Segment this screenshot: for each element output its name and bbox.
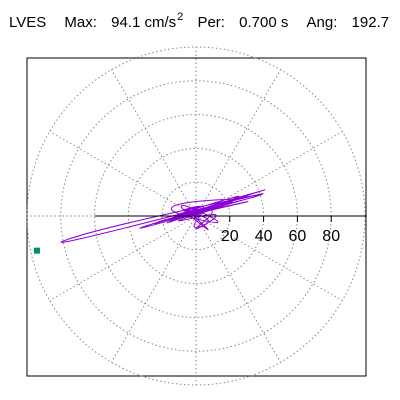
grid-spoke-120	[111, 69, 197, 217]
grid-spoke-240	[111, 215, 197, 363]
angle-label: Ang:	[306, 14, 338, 31]
max-value: 94.1 cm/s	[111, 14, 177, 31]
marker-layer	[33, 247, 40, 254]
grid-spoke-150	[49, 131, 197, 217]
radial-tick-label-80: 80	[322, 228, 340, 245]
peak-marker	[33, 247, 40, 254]
max-unit-superscript: 2	[177, 11, 184, 23]
grid-spoke-300	[195, 215, 281, 363]
motion-trajectory	[60, 189, 266, 243]
max-label: Max:	[64, 14, 97, 31]
period-label: Per:	[197, 14, 225, 31]
trajectory-layer	[60, 189, 266, 243]
angle-value: 192.7	[351, 14, 390, 31]
period-value: 0.700 s	[239, 14, 289, 31]
radial-axis: 20 40 60 80	[94, 215, 366, 245]
grid-spoke-210	[49, 215, 197, 301]
radial-tick-label-40: 40	[255, 228, 273, 245]
chart-header: LVES Max: 94.1 cm/s2 Per: 0.700 s Ang: 1…	[9, 11, 390, 34]
station-code: LVES	[9, 14, 47, 31]
grid-spoke-60	[195, 69, 281, 217]
grid-spoke-330	[195, 215, 343, 301]
radial-tick-label-20: 20	[221, 228, 239, 245]
radial-tick-label-60: 60	[289, 228, 307, 245]
grid-spoke-30	[195, 131, 343, 217]
